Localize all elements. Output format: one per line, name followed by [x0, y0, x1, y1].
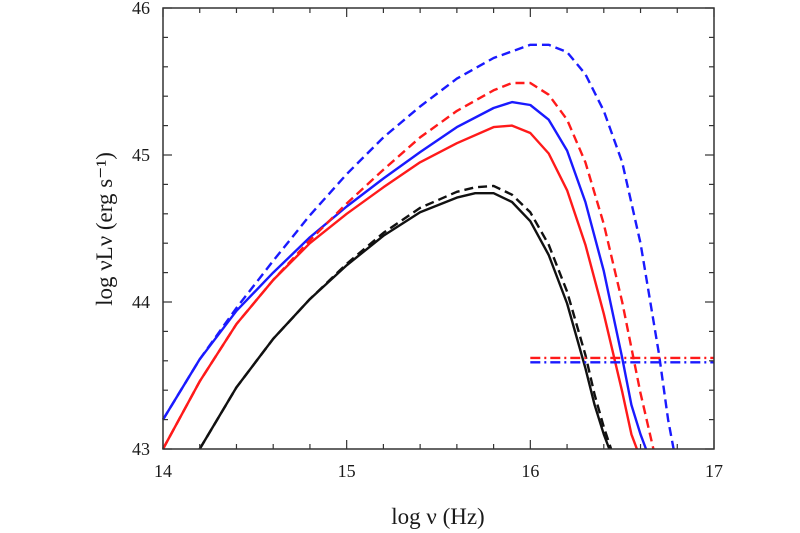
- y-tick-label: 44: [132, 292, 150, 312]
- x-tick-label: 16: [521, 461, 539, 481]
- series-layer: [161, 43, 714, 450]
- y-tick-labels: 43 44 45 46: [132, 0, 150, 459]
- series-line-6: [198, 184, 613, 450]
- x-tick-label: 14: [154, 461, 172, 481]
- series-line-5: [198, 191, 611, 450]
- series-line-2: [161, 43, 675, 450]
- y-tick-label: 46: [132, 0, 150, 18]
- plot-frame: [162, 7, 715, 450]
- series-line-1: [161, 100, 648, 450]
- y-tick-label: 43: [132, 439, 150, 459]
- x-tick-label: 17: [705, 461, 723, 481]
- series-line-4: [161, 81, 655, 450]
- y-axis-label: log νLν (erg s⁻¹): [92, 152, 117, 306]
- x-tick-label: 15: [338, 461, 356, 481]
- x-axis-label: log ν (Hz): [391, 504, 484, 529]
- y-tick-label: 45: [132, 145, 150, 165]
- tick-layer: [162, 7, 715, 450]
- x-tick-labels: 14 15 16 17: [154, 461, 723, 481]
